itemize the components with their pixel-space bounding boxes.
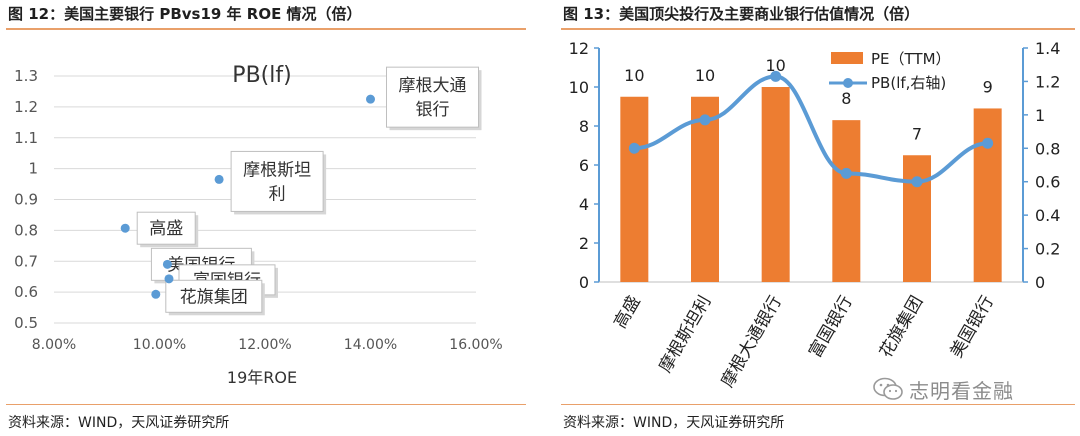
pe-bar-label: 10 xyxy=(695,66,715,85)
left-source-rule xyxy=(6,404,526,405)
combo-right-tick-label: 1 xyxy=(1035,106,1045,125)
scatter-callouts: 摩根大通银行摩根斯坦利高盛美国银行富国银行花旗集团 xyxy=(136,66,482,316)
scatter-y-tick-label: 0.9 xyxy=(14,191,38,209)
combo-category-label: 美国银行 xyxy=(947,293,998,362)
pe-bar-label: 10 xyxy=(765,56,785,75)
left-figure-title: 图 12：美国主要银行 PBvs19 年 ROE 情况（倍） xyxy=(8,5,362,23)
scatter-y-tick-label: 1.1 xyxy=(14,129,38,147)
combo-category-label: 富国银行 xyxy=(805,293,856,362)
watermark: 志明看金融 xyxy=(873,376,1014,403)
combo-category-label: 摩根斯坦利 xyxy=(656,293,716,377)
pe-bar-label: 9 xyxy=(983,77,993,96)
pb-line-point xyxy=(911,176,923,188)
right-figure-title: 图 13：美国顶尖投行及主要商业银行估值情况（倍） xyxy=(563,5,920,23)
legend-pe-swatch xyxy=(831,52,863,64)
pe-bar xyxy=(973,108,1002,282)
pe-bar xyxy=(691,96,719,282)
combo-right-tick-label: 1.2 xyxy=(1035,72,1060,91)
pe-bar xyxy=(832,120,861,283)
pb-roe-scatter-chart: 0.5 0.6 0.7 0.8 0.9 1 1.1 1.2 1.3 8.00% 10.00% 12.… xyxy=(14,63,503,387)
watermark-text: 志明看金融 xyxy=(909,378,1014,403)
pb-line-point xyxy=(699,114,711,126)
point-label: 摩根大通银行 xyxy=(399,76,467,120)
combo-pb-line xyxy=(628,70,994,188)
scatter-y-tick-label: 1.2 xyxy=(14,98,38,116)
combo-category-label: 摩根大通银行 xyxy=(718,293,786,391)
combo-left-tick-label: 10 xyxy=(569,78,589,97)
pb-line-point xyxy=(628,142,640,154)
callout-box xyxy=(230,150,324,212)
point-label: 花旗集团 xyxy=(180,287,248,307)
combo-legend: PE（TTM） PB(lf,右轴) xyxy=(829,50,951,92)
pb-line-point xyxy=(840,167,852,179)
combo-bars xyxy=(620,87,1002,283)
scatter-x-tick-label: 14.00% xyxy=(344,337,397,353)
scatter-x-tick-label: 8.00% xyxy=(32,337,76,353)
combo-left-tick-label: 6 xyxy=(579,156,589,175)
scatter-point xyxy=(120,223,130,233)
pb-line-point xyxy=(770,70,782,82)
combo-right-tick-label: 0.6 xyxy=(1035,173,1060,192)
combo-left-tick-label: 8 xyxy=(579,117,589,136)
left-source-note: 资料来源：WIND，天风证券研究所 xyxy=(8,415,230,431)
combo-right-tick-label: 0 xyxy=(1035,273,1045,292)
combo-left-tick-label: 4 xyxy=(579,195,589,214)
combo-left-tick-label: 2 xyxy=(579,234,589,253)
right-source-note: 资料来源：WIND，天风证券研究所 xyxy=(563,415,785,431)
scatter-point xyxy=(162,259,172,269)
scatter-y-tick-label: 0.6 xyxy=(14,283,38,301)
legend-pe-label: PE（TTM） xyxy=(871,50,951,68)
callout-box xyxy=(165,279,263,313)
scatter-x-tick-label: 16.00% xyxy=(449,337,502,353)
point-label: 摩根斯坦利 xyxy=(243,160,311,204)
scatter-points xyxy=(120,94,375,299)
pe-bar xyxy=(761,87,790,282)
point-label: 高盛 xyxy=(149,219,183,239)
scatter-x-axis-label: 19年ROE xyxy=(227,368,297,387)
combo-right-tick-label: 0.4 xyxy=(1035,206,1060,225)
scatter-point xyxy=(151,289,161,299)
combo-right-tick-label: 0.8 xyxy=(1035,139,1060,158)
combo-right-axis: 0 0.2 0.4 0.6 0.8 1 1.2 1.4 xyxy=(599,39,1060,292)
combo-right-tick-label: 0.2 xyxy=(1035,240,1060,259)
pb-line-point xyxy=(982,137,994,149)
wechat-icon xyxy=(873,377,903,400)
pe-bar xyxy=(903,155,931,282)
pe-pb-combo-chart: 0 2 4 6 8 10 12 0 0.2 0.4 0.6 0.8 1 1.2 1.4 10 10 10 8 7 9… xyxy=(569,39,1061,391)
scatter-x-tick-label: 10.00% xyxy=(133,337,186,353)
legend-pb-label: PB(lf,右轴) xyxy=(871,74,946,92)
scatter-y-tick-labels: 0.5 0.6 0.7 0.8 0.9 1 1.1 1.2 1.3 xyxy=(14,67,38,332)
callout-box xyxy=(386,66,479,128)
scatter-y-tick-label: 1 xyxy=(28,160,38,178)
combo-category-label: 高盛 xyxy=(610,293,644,332)
scatter-point xyxy=(214,174,224,184)
scatter-title: PB(lf) xyxy=(232,63,291,88)
pe-bar-label: 10 xyxy=(624,66,644,85)
pb-line-path xyxy=(634,74,988,184)
combo-bar-labels: 10 10 10 8 7 9 xyxy=(624,56,993,143)
pe-bar xyxy=(620,96,649,282)
scatter-x-tick-label: 12.00% xyxy=(238,337,291,353)
scatter-point xyxy=(366,94,375,104)
pe-bar-label: 8 xyxy=(841,89,851,108)
callout-box xyxy=(136,211,196,245)
right-title-rule xyxy=(561,28,1075,30)
scatter-point xyxy=(164,274,174,284)
left-title-rule xyxy=(6,28,526,30)
scatter-y-tick-label: 0.5 xyxy=(14,314,38,332)
legend-pb-marker xyxy=(843,78,853,88)
combo-left-axis: 0 2 4 6 8 10 12 xyxy=(569,39,600,292)
scatter-y-tick-label: 1.3 xyxy=(14,67,38,85)
combo-left-tick-label: 0 xyxy=(579,273,589,292)
right-source-rule xyxy=(561,404,1075,405)
scatter-x-tick-labels: 8.00% 10.00% 12.00% 14.00% 16.00% xyxy=(32,337,503,353)
combo-category-label: 花旗集团 xyxy=(876,293,927,362)
combo-left-tick-label: 12 xyxy=(569,39,589,58)
scatter-y-tick-label: 0.7 xyxy=(14,252,38,270)
pe-bar-label: 7 xyxy=(912,124,922,143)
combo-right-tick-label: 1.4 xyxy=(1035,39,1060,58)
scatter-y-tick-label: 0.8 xyxy=(14,221,38,239)
